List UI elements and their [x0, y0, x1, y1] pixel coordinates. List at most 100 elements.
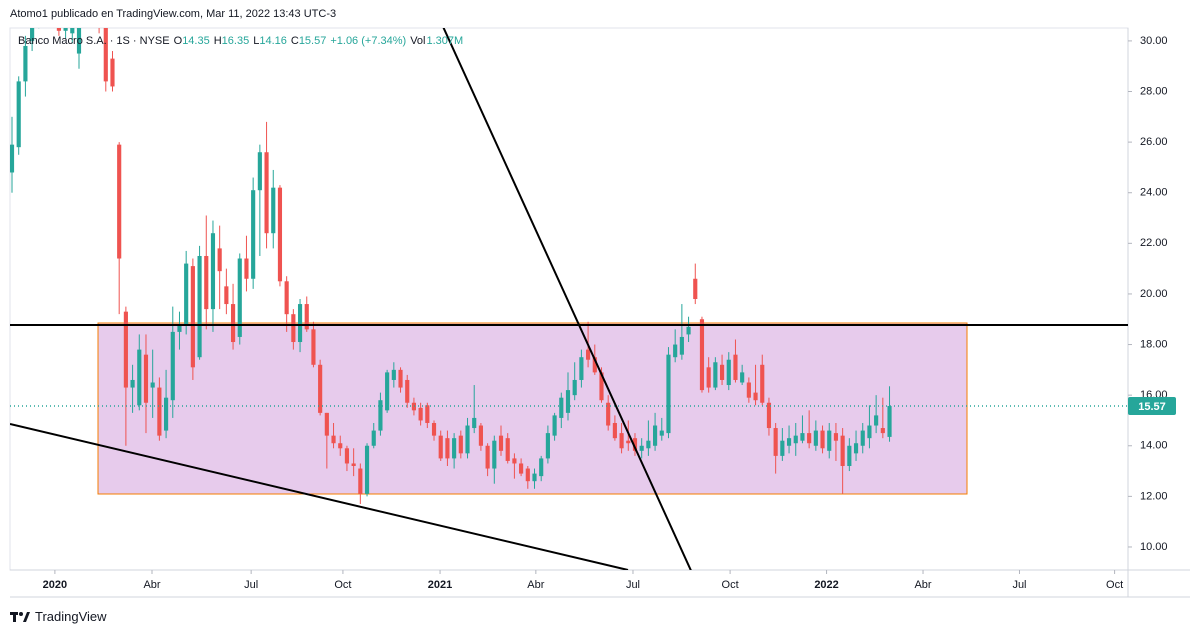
drawings-front	[10, 28, 1128, 570]
ohlc-field: L14.16	[253, 35, 287, 47]
candle-body	[123, 311, 128, 388]
candle-body	[130, 379, 135, 388]
candle-body	[626, 440, 631, 444]
x-tick-label: Oct	[722, 579, 739, 591]
candle-body	[693, 278, 698, 299]
candle-body	[458, 435, 463, 454]
volume-label: Vol	[410, 35, 426, 47]
candle-body	[673, 344, 678, 358]
candle-body	[586, 349, 591, 360]
candle-body	[512, 458, 517, 464]
candle-body	[391, 369, 396, 380]
candle-body	[210, 233, 216, 310]
candle-body	[137, 349, 142, 406]
candle-body	[545, 433, 550, 459]
candle-body	[740, 372, 745, 383]
candle-body	[766, 402, 772, 429]
candle-body	[733, 354, 738, 380]
candle-body	[177, 324, 182, 332]
publish-info: Atomo1 publicado en TradingView.com, Mar…	[10, 8, 337, 20]
candle-body	[224, 286, 229, 305]
drawings-back	[97, 322, 968, 495]
legend: Banco Macro S.A. · 1S · NYSE O14.35 H16.3…	[18, 35, 463, 47]
last-price-label: 15.57	[1138, 401, 1166, 413]
candle-body	[726, 359, 731, 386]
candle-body	[780, 440, 785, 456]
candle-body	[539, 458, 544, 477]
candle-body	[378, 400, 383, 431]
candle-body	[217, 248, 222, 272]
candle-body	[16, 81, 21, 148]
candle-body	[887, 406, 892, 437]
candle-body	[472, 417, 477, 429]
candle-body	[465, 425, 470, 454]
candle-body	[505, 438, 510, 461]
candle-body	[572, 379, 577, 396]
candle-body	[30, 28, 35, 41]
candle-body	[498, 435, 504, 451]
x-tick-label: Jul	[626, 579, 640, 591]
candle-body	[385, 372, 390, 411]
candle-body	[291, 314, 296, 343]
y-tick-label: 22.00	[1140, 237, 1168, 249]
candle-body	[318, 364, 323, 413]
candle-body	[157, 387, 162, 436]
x-tick-label: Abr	[914, 579, 931, 591]
x-tick-label: 2021	[428, 579, 452, 591]
candle-body	[405, 379, 410, 403]
x-tick-label: Abr	[527, 579, 544, 591]
candle-body	[418, 407, 423, 421]
candle-body	[525, 468, 530, 482]
candle-body	[351, 463, 356, 467]
candle-body	[773, 428, 778, 456]
candle-body	[63, 28, 68, 31]
candle-body	[813, 430, 818, 446]
candle-body	[398, 369, 403, 388]
candle-body	[97, 21, 101, 26]
candle-body	[264, 152, 269, 234]
candle-body	[646, 440, 651, 449]
x-tick-label: Oct	[334, 579, 351, 591]
candle-body	[110, 58, 115, 87]
candle-body	[579, 357, 584, 380]
candle-body	[478, 425, 483, 446]
field-value: 16.35	[221, 35, 250, 47]
candle-body	[565, 390, 571, 413]
candle-body	[271, 187, 276, 234]
candle-body	[833, 433, 839, 441]
candle-body	[760, 364, 765, 403]
candle-body	[257, 152, 262, 191]
candle-body	[753, 392, 758, 401]
candle-body	[445, 438, 450, 459]
field-value: 14.35	[182, 35, 210, 47]
candle-body	[860, 430, 865, 446]
candle-body	[686, 326, 691, 335]
candle-body	[679, 336, 684, 355]
y-tick-label: 14.00	[1140, 440, 1168, 452]
y-tick-label: 26.00	[1140, 136, 1168, 148]
candle-body	[552, 415, 557, 436]
candle-body	[10, 144, 15, 173]
candle-body	[713, 362, 718, 388]
candle-body	[807, 433, 812, 444]
candle-body	[311, 329, 316, 365]
trend-line	[10, 423, 629, 570]
candle-body	[425, 405, 430, 423]
field-label: C	[290, 35, 299, 47]
x-tick-label: 2022	[814, 579, 838, 591]
candle-body	[190, 266, 195, 368]
y-tick-label: 12.00	[1140, 490, 1168, 502]
candle-body	[485, 445, 490, 469]
field-label: H	[213, 35, 222, 47]
candle-body	[297, 304, 303, 343]
logo	[10, 611, 30, 622]
candle-body	[244, 258, 249, 279]
candle-body	[344, 448, 350, 464]
ohlc-field: H16.35	[214, 35, 249, 47]
y-tick-label: 20.00	[1140, 288, 1168, 300]
candle-body	[639, 445, 644, 451]
field-value: 14.16	[259, 35, 287, 47]
candle-body	[150, 382, 155, 388]
x-tick-label: Oct	[1106, 579, 1123, 591]
